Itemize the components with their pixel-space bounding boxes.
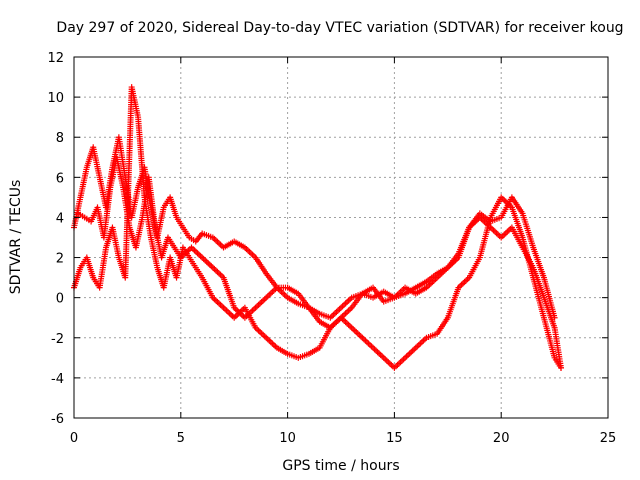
y-tick-label: 10 <box>47 91 64 106</box>
y-tick-label: 4 <box>56 211 64 226</box>
series-track-c <box>75 154 558 331</box>
y-tick-label: -4 <box>51 372 64 387</box>
y-tick-label: 0 <box>56 292 64 307</box>
x-tick-label: 20 <box>493 431 510 446</box>
y-tick-label: -6 <box>51 412 64 427</box>
data-point <box>551 314 558 321</box>
y-axis-label: SDTVAR / TECUs <box>8 180 24 295</box>
x-tick-label: 25 <box>600 431 617 446</box>
series-track-b <box>71 84 565 371</box>
y-tick-label: 12 <box>47 51 64 66</box>
data-points-layer <box>71 84 565 371</box>
plot-frame <box>73 56 609 419</box>
chart-title: Day 297 of 2020, Sidereal Day-to-day VTE… <box>56 20 623 36</box>
data-point <box>558 364 565 371</box>
y-tick-label: 6 <box>56 171 64 186</box>
y-tick-label: -2 <box>51 332 64 347</box>
grid-layer <box>74 57 608 418</box>
y-tick-label: 2 <box>56 252 64 267</box>
x-tick-label: 0 <box>70 431 78 446</box>
x-tick-label: 10 <box>279 431 296 446</box>
y-tick-label: 8 <box>56 131 64 146</box>
x-tick-label: 5 <box>177 431 185 446</box>
tick-layer: 0 5 10 15 20 25 -6 -4 -2 0 2 4 6 8 10 12 <box>47 51 616 446</box>
x-axis-label: GPS time / hours <box>282 458 399 474</box>
x-tick-label: 15 <box>386 431 403 446</box>
